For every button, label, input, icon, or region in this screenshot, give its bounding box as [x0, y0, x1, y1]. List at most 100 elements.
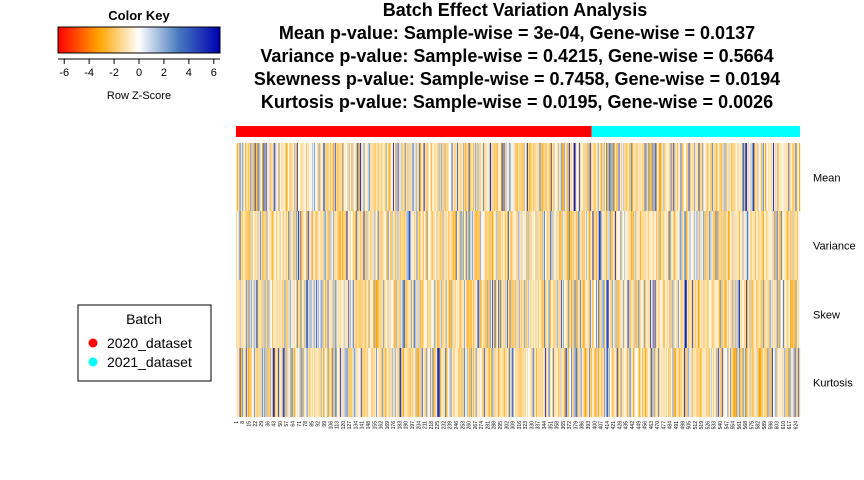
heatmap-cell	[518, 211, 520, 280]
heatmap-cell	[554, 348, 556, 417]
heatmap-cell	[404, 348, 406, 417]
heatmap-cell	[600, 143, 602, 212]
heatmap-cell	[570, 143, 573, 212]
heatmap-cell	[408, 280, 410, 349]
heatmap-cell	[509, 143, 511, 212]
heatmap-cell	[416, 348, 418, 417]
heatmap-cell	[386, 143, 388, 212]
heatmap-cell	[586, 348, 588, 417]
heatmap-cell	[489, 280, 491, 349]
heatmap-cell	[713, 143, 715, 212]
heatmap-cell	[421, 280, 423, 349]
color-key-step	[81, 27, 83, 53]
heatmap-cell	[244, 211, 247, 280]
heatmap-cell	[691, 211, 693, 280]
heatmap-cell	[250, 280, 252, 349]
heatmap-cell	[779, 211, 781, 280]
heatmap-cell	[759, 143, 761, 212]
heatmap-cell	[499, 211, 501, 280]
heatmap-cell	[442, 211, 444, 280]
heatmap-cell	[631, 143, 633, 212]
heatmap-cell	[364, 348, 366, 417]
heatmap-cell	[261, 348, 263, 417]
heatmap-cell	[323, 280, 325, 349]
heatmap-cell	[419, 348, 421, 417]
heatmap-cell	[256, 348, 258, 417]
heatmap-cell	[589, 280, 591, 349]
heatmap-cell	[460, 348, 462, 417]
heatmap-cell	[597, 143, 599, 212]
heatmap-cell	[474, 143, 476, 212]
heatmap-cell	[245, 348, 247, 417]
heatmap-cell	[313, 143, 315, 212]
heatmap-cell	[341, 143, 344, 212]
heatmap-cell	[447, 348, 449, 417]
heatmap-cell	[322, 348, 324, 417]
heatmap-cell	[299, 211, 301, 280]
heatmap-cell	[637, 211, 639, 280]
heatmap-cell	[541, 280, 543, 349]
heatmap-cell	[767, 143, 769, 212]
heatmap-cell	[669, 211, 671, 280]
heatmap-cell	[685, 211, 687, 280]
heatmap-cell	[512, 348, 514, 417]
heatmap-cell	[744, 211, 746, 280]
heatmap-cell	[457, 211, 459, 280]
color-key-step	[169, 27, 171, 53]
heatmap-cell	[413, 348, 415, 417]
heatmap-cell	[269, 348, 271, 417]
heatmap-cell	[647, 211, 649, 280]
heatmap-cell	[509, 143, 511, 212]
heatmap-cell	[398, 280, 400, 349]
heatmap-cell	[458, 348, 460, 417]
heatmap-cell	[542, 280, 544, 349]
color-key-step	[110, 27, 112, 53]
heatmap-cell	[682, 348, 684, 417]
heatmap-cell	[720, 348, 722, 417]
heatmap-cell	[249, 348, 251, 417]
heatmap-cell	[526, 280, 529, 349]
heatmap-cell	[669, 348, 671, 417]
heatmap-cell	[650, 348, 652, 417]
heatmap-cell	[629, 211, 631, 280]
heatmap-cell	[244, 348, 247, 417]
heatmap-cell	[559, 143, 561, 212]
heatmap-cell	[795, 211, 797, 280]
color-key-step	[138, 27, 140, 53]
color-key-step	[70, 27, 72, 53]
heatmap-cell	[337, 143, 339, 212]
heatmap-cell	[465, 348, 467, 417]
heatmap-cell	[553, 348, 555, 417]
heatmap-cell	[312, 211, 314, 280]
heatmap-cell	[283, 280, 285, 349]
heatmap-cell	[306, 348, 308, 417]
heatmap-cell	[370, 348, 372, 417]
heatmap-cell	[729, 280, 731, 349]
heatmap-cell	[753, 143, 755, 212]
heatmap-cell	[558, 280, 560, 349]
heatmap-cell	[372, 143, 374, 212]
color-key: Color Key -6 -4 -2 0 2 4 6 Row Z-Score	[57, 8, 221, 102]
heatmap-cell	[241, 280, 243, 349]
heatmap-cell	[498, 348, 500, 417]
heatmap-cell	[268, 280, 270, 349]
heatmap-cell	[512, 211, 514, 280]
color-key-step	[67, 27, 69, 53]
heatmap-cell	[727, 143, 729, 212]
heatmap-cell	[664, 280, 666, 349]
heatmap-cell	[312, 280, 314, 349]
heatmap-cell	[355, 348, 357, 417]
heatmap-cell	[307, 211, 309, 280]
heatmap-cell	[736, 211, 738, 280]
heatmap-cell	[579, 280, 582, 349]
heatmap-cell	[704, 280, 706, 349]
heatmap-cell	[527, 348, 529, 417]
heatmap-cell	[768, 280, 770, 349]
heatmap-cell	[294, 280, 296, 349]
heatmap-cell	[538, 143, 540, 212]
heatmap-cell	[288, 211, 290, 280]
heatmap-cell	[291, 280, 293, 349]
heatmap-cell	[689, 348, 691, 417]
heatmap-cell	[743, 280, 745, 349]
heatmap-cell	[694, 348, 696, 417]
